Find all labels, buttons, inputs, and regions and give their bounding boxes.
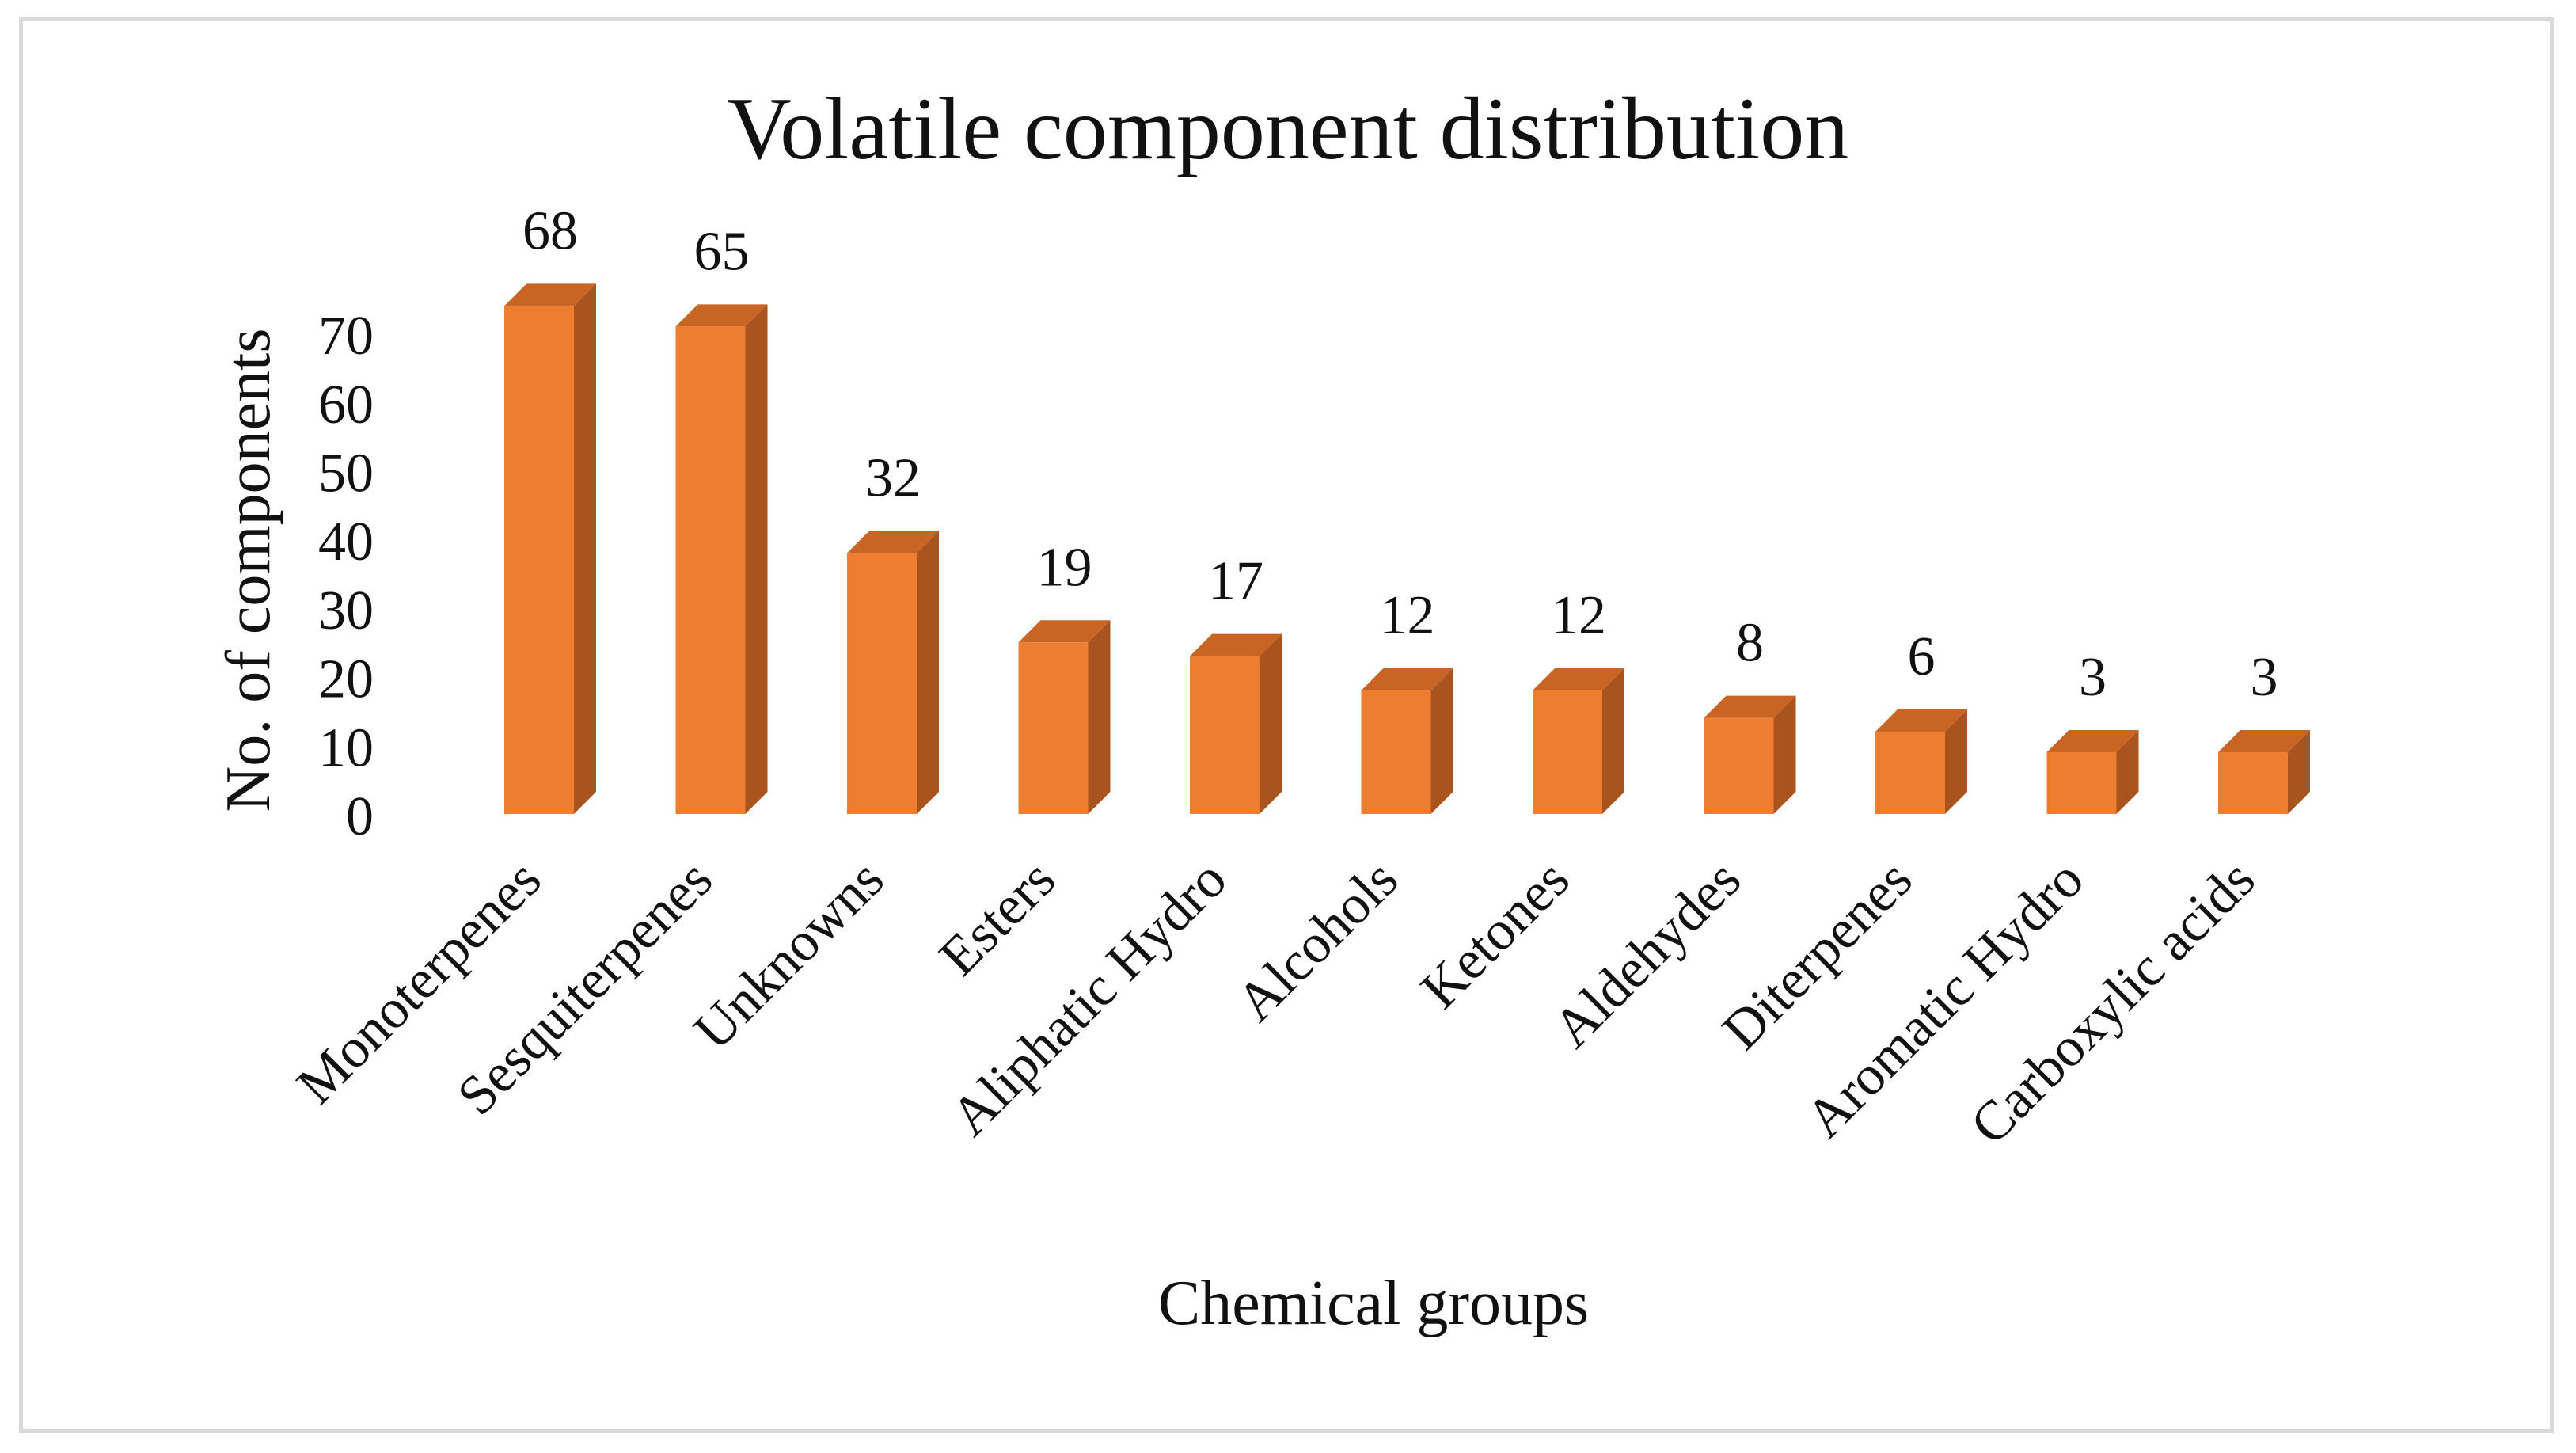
bar-top [675,304,768,327]
bar [1704,695,1796,814]
data-label: 17 [1208,551,1263,612]
chart-title: Volatile component distribution [728,80,1848,178]
bar-side [1088,620,1111,814]
data-label: 8 [1736,613,1764,674]
bar-front [1875,731,1945,814]
data-label: 12 [1551,585,1606,646]
bar-top [2046,729,2139,752]
bar-side [745,304,768,814]
bar-front [2218,751,2288,814]
y-tick-label: 50 [318,443,374,504]
bar-side [1260,633,1282,814]
bar [2046,729,2139,814]
bar-front [1018,642,1089,814]
bar-front [1704,717,1774,814]
y-tick-label: 40 [318,512,374,572]
data-label: 19 [1037,537,1092,598]
data-label: 68 [522,200,578,261]
bar-side [574,283,596,814]
bar-side [2288,729,2310,814]
bar-top [2218,729,2310,752]
y-tick-label: 20 [318,649,374,710]
bar [1533,668,1624,814]
bar-top [1533,668,1624,690]
bar-side [1430,668,1453,814]
bar-front [675,326,746,814]
x-tick-label: Alcohols [1225,849,1410,1033]
data-label: 32 [865,448,921,509]
data-label: 65 [694,221,750,282]
bars [504,283,2310,814]
bar [504,283,596,814]
bar [1361,668,1453,814]
bar [675,304,768,814]
bar-front [847,553,917,814]
bar-top [1190,633,1282,656]
bar-side [917,531,939,814]
bar-side [2116,729,2139,814]
bar-front [1533,690,1602,814]
x-tick-label: Unknowns [682,849,895,1062]
bar-front [2046,751,2117,814]
bar-top [504,283,596,306]
bar-top [847,531,939,553]
bar [1875,709,1967,814]
bar [847,531,939,814]
bar-front [1361,690,1431,814]
chart-frame [19,17,2554,1433]
bar-side [1945,709,1967,814]
bar-top [1704,695,1796,718]
y-tick-label: 10 [318,717,374,778]
bar-top [1018,620,1111,643]
bar-side [1773,695,1796,814]
bar-front [504,306,574,814]
bar [2218,729,2310,814]
bar-top [1361,668,1453,690]
data-labels: 68 65 32 19 17 12 12 8 6 3 3 [522,200,2278,708]
data-label: 3 [2079,647,2107,708]
y-tick-label: 60 [318,375,374,436]
data-label: 6 [1908,626,1936,687]
y-tick-label: 30 [318,580,374,641]
x-tick-label: Esters [928,849,1066,987]
bar-side [1602,668,1624,814]
bar-top [1875,709,1967,732]
bar [1190,633,1282,814]
data-label: 3 [2251,647,2278,708]
bar-front [1190,656,1260,814]
y-tick-label: 0 [346,786,374,847]
x-tick-label: Ketones [1410,849,1582,1021]
x-axis-title: Chemical groups [1158,1269,1589,1338]
y-tick-label: 70 [318,306,374,367]
bar [1018,620,1111,814]
y-axis-title: No. of components [214,328,283,812]
data-label: 12 [1380,585,1435,646]
y-axis-ticks: 0 10 20 30 40 50 60 70 [318,306,374,847]
